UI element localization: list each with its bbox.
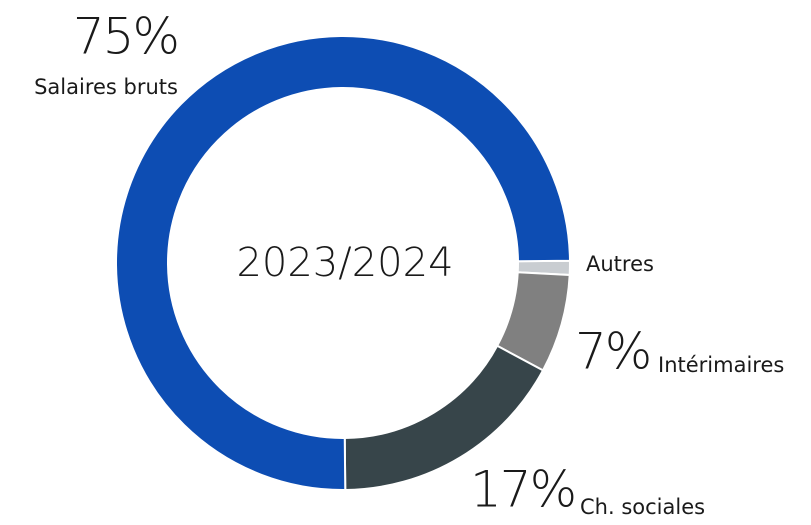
center-label: 2023/2024 xyxy=(236,240,453,286)
category-label: Ch. sociales xyxy=(580,495,705,519)
category-label: Intérimaires xyxy=(658,353,784,377)
value-label: 7% xyxy=(575,323,650,381)
value-label: 75% xyxy=(73,8,178,66)
category-label: Autres xyxy=(586,252,654,276)
value-label: 17% xyxy=(470,461,575,519)
category-label: Salaires bruts xyxy=(34,75,178,99)
slice xyxy=(115,35,572,491)
